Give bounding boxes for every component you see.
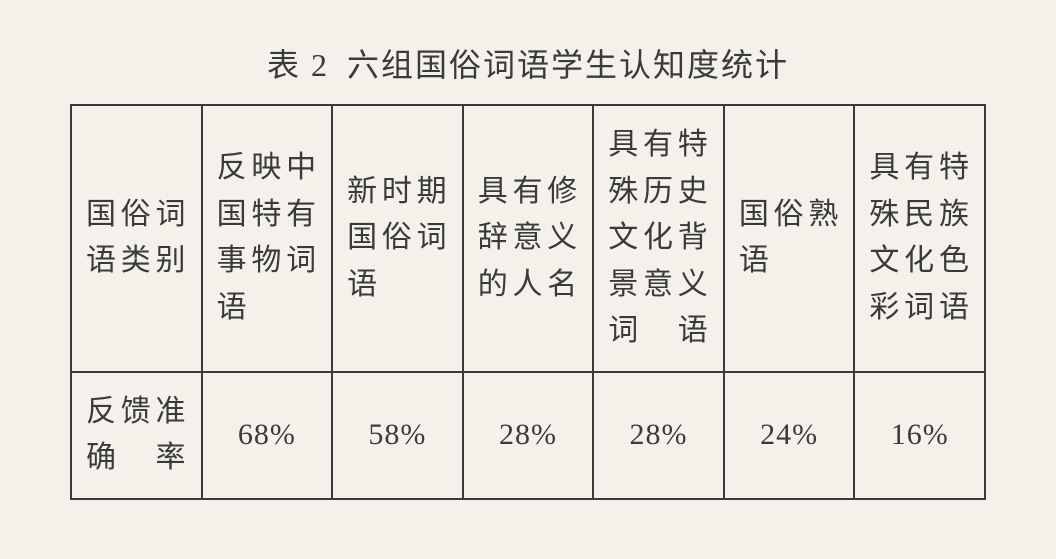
col-header-3: 具有修辞意义的人名: [463, 105, 594, 372]
cell-value-1: 58%: [332, 372, 463, 499]
row-label: 反馈准确率: [71, 372, 202, 499]
col-header-1: 反映中国特有事物词语: [202, 105, 333, 372]
col-header-0: 国俗词语类别: [71, 105, 202, 372]
page: 表 2 六组国俗词语学生认知度统计 国俗词语类别 反映中国特有事物词语 新时期国俗…: [0, 0, 1056, 559]
cell-value-4: 24%: [724, 372, 855, 499]
title-prefix: 表 2: [267, 47, 329, 83]
col-header-4: 具有特殊历史文化背景意义词语: [593, 105, 724, 372]
cell-value-0: 68%: [202, 372, 333, 499]
cell-value-2: 28%: [463, 372, 594, 499]
title-main: 六组国俗词语学生认知度统计: [347, 47, 789, 83]
col-header-5: 国俗熟语: [724, 105, 855, 372]
cell-value-5: 16%: [854, 372, 985, 499]
table-header-row: 国俗词语类别 反映中国特有事物词语 新时期国俗词语 具有修辞意义的人名 具有特殊…: [71, 105, 985, 372]
table-data-row: 反馈准确率 68% 58% 28% 28% 24% 16%: [71, 372, 985, 499]
col-header-2: 新时期国俗词语: [332, 105, 463, 372]
cell-value-3: 28%: [593, 372, 724, 499]
table-title: 表 2 六组国俗词语学生认知度统计: [70, 40, 986, 86]
col-header-6: 具有特殊民族文化色彩词语: [854, 105, 985, 372]
data-table: 国俗词语类别 反映中国特有事物词语 新时期国俗词语 具有修辞意义的人名 具有特殊…: [70, 104, 986, 500]
